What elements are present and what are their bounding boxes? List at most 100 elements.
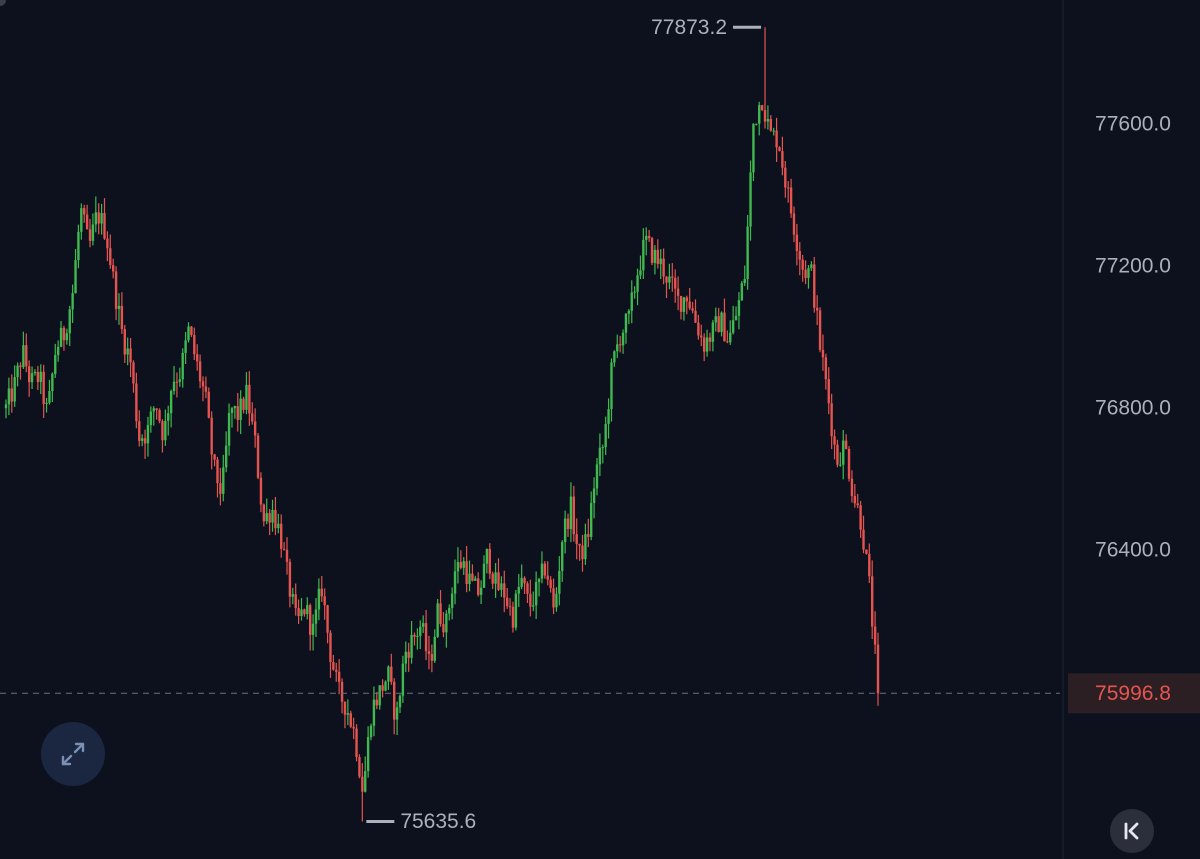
candle-body <box>320 588 323 597</box>
candle-body <box>358 757 361 777</box>
candle-body <box>245 384 248 410</box>
candle-body <box>22 345 25 368</box>
candle-body <box>752 123 755 173</box>
candle-body <box>366 737 370 772</box>
candle-body <box>665 276 668 283</box>
candle-body <box>549 579 552 589</box>
expand-button[interactable] <box>41 722 105 786</box>
candle-body <box>138 421 141 441</box>
candle-body <box>833 436 836 445</box>
candle-body <box>424 623 428 652</box>
candle-body <box>830 403 833 437</box>
candle-body <box>430 653 434 661</box>
candle-body <box>740 283 744 301</box>
candle-body <box>259 477 263 505</box>
candle-body <box>97 212 100 224</box>
candles-layer <box>4 27 880 822</box>
candle-body <box>792 213 796 235</box>
candle-body <box>445 613 448 633</box>
candle-body <box>36 371 40 382</box>
candle-body <box>520 577 523 587</box>
candle-body <box>94 212 98 225</box>
candle-body <box>477 578 480 595</box>
candle-body <box>33 371 37 374</box>
candle-body <box>494 572 497 584</box>
price-tick-label: 76400.0 <box>1095 539 1171 562</box>
candle-body <box>262 504 266 522</box>
candle-body <box>523 577 526 584</box>
candle-body <box>653 249 657 263</box>
candle-body <box>146 425 150 444</box>
candle-body <box>419 626 422 636</box>
candle-body <box>839 464 842 466</box>
candle-body <box>595 464 599 489</box>
candle-body <box>442 624 445 633</box>
candle-body <box>132 362 135 384</box>
candle-body <box>109 248 112 266</box>
candle-body <box>604 423 607 448</box>
candle-body <box>505 597 509 607</box>
candle-body <box>306 605 309 615</box>
candle-body <box>694 310 697 323</box>
candle-body <box>786 187 790 189</box>
candle-body <box>236 406 239 420</box>
price-tick-label: 77200.0 <box>1095 255 1171 278</box>
candle-body <box>705 337 709 352</box>
candle-body <box>59 327 63 347</box>
candle-body <box>16 365 19 378</box>
scroll-to-latest-button[interactable] <box>1110 809 1154 853</box>
candle-body <box>25 345 28 367</box>
candle-body <box>308 605 312 635</box>
candle-body <box>746 226 749 280</box>
candle-body <box>140 438 144 441</box>
candle-body <box>207 391 210 418</box>
candle-body <box>853 495 857 504</box>
candle-body <box>369 725 373 738</box>
candle-body <box>827 379 830 404</box>
candle-body <box>448 607 451 614</box>
candle-body <box>407 651 410 658</box>
candle-body <box>135 383 138 422</box>
candle-body <box>436 603 439 637</box>
candle-body <box>497 572 500 590</box>
candle-body <box>265 513 268 522</box>
candle-body <box>514 593 518 628</box>
candle-body <box>216 459 219 484</box>
candle-body <box>303 609 306 615</box>
candle-body <box>723 312 726 342</box>
low-price-label: 75635.6 <box>400 810 476 833</box>
candle-body <box>717 316 720 332</box>
candle-body <box>584 534 587 560</box>
candle-body <box>810 264 813 269</box>
candle-body <box>726 341 729 343</box>
candle-body <box>178 379 182 382</box>
candle-body <box>280 523 283 549</box>
candle-body <box>589 503 593 537</box>
candle-body <box>465 561 468 585</box>
candle-body <box>601 447 604 449</box>
candle-body <box>850 478 854 496</box>
candle-body <box>48 391 51 403</box>
last-price-label: 75996.8 <box>1095 682 1171 705</box>
candle-body <box>349 713 352 727</box>
candle-body <box>204 386 208 392</box>
candle-body <box>546 575 549 580</box>
candle-body <box>587 534 590 537</box>
candle-body <box>578 543 581 546</box>
expand-icon <box>61 742 85 766</box>
candle-body <box>760 105 764 111</box>
candle-body <box>876 644 880 694</box>
candle-body <box>488 548 492 574</box>
candle-body <box>682 297 686 312</box>
corner-dot <box>0 0 6 6</box>
candle-body <box>413 634 416 637</box>
candle-body <box>7 388 11 405</box>
candle-body <box>558 571 561 594</box>
candle-body <box>650 238 654 263</box>
candle-body <box>372 699 376 726</box>
candle-body <box>155 408 158 410</box>
candle-body <box>456 562 460 572</box>
candle-body <box>821 349 825 358</box>
candle-body <box>164 420 167 441</box>
